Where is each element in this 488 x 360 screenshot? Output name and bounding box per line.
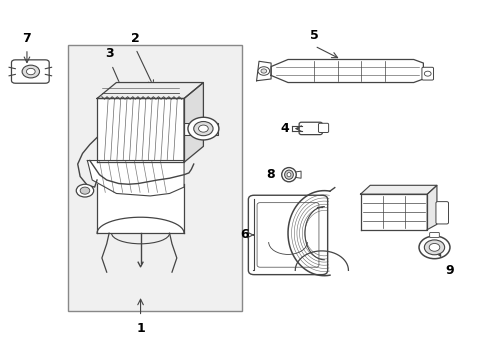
Text: 8: 8 bbox=[266, 168, 274, 181]
Circle shape bbox=[76, 184, 94, 197]
Polygon shape bbox=[360, 185, 436, 194]
Circle shape bbox=[193, 122, 213, 136]
Text: 9: 9 bbox=[445, 264, 453, 277]
Polygon shape bbox=[97, 99, 183, 162]
Circle shape bbox=[26, 68, 35, 75]
Bar bbox=[68, 45, 242, 311]
Polygon shape bbox=[427, 185, 436, 230]
Circle shape bbox=[22, 65, 40, 78]
Circle shape bbox=[428, 243, 439, 251]
Circle shape bbox=[424, 240, 444, 255]
Polygon shape bbox=[270, 59, 423, 82]
FancyBboxPatch shape bbox=[318, 123, 328, 132]
Polygon shape bbox=[183, 82, 203, 162]
Circle shape bbox=[198, 125, 208, 132]
Circle shape bbox=[418, 236, 449, 259]
Circle shape bbox=[258, 67, 269, 75]
Text: 6: 6 bbox=[240, 229, 249, 242]
FancyBboxPatch shape bbox=[299, 122, 322, 135]
Ellipse shape bbox=[281, 168, 296, 182]
FancyBboxPatch shape bbox=[248, 195, 327, 275]
Polygon shape bbox=[97, 180, 183, 233]
Polygon shape bbox=[183, 123, 218, 135]
Polygon shape bbox=[87, 161, 183, 196]
Text: 5: 5 bbox=[309, 29, 318, 42]
Polygon shape bbox=[97, 82, 203, 99]
FancyBboxPatch shape bbox=[435, 202, 447, 224]
Text: 3: 3 bbox=[104, 47, 113, 60]
FancyBboxPatch shape bbox=[11, 60, 49, 83]
Text: 4: 4 bbox=[280, 122, 288, 135]
Circle shape bbox=[424, 71, 430, 76]
Text: 7: 7 bbox=[22, 32, 31, 45]
Circle shape bbox=[80, 187, 90, 194]
Ellipse shape bbox=[286, 172, 290, 177]
Text: 2: 2 bbox=[131, 32, 140, 45]
Text: 1: 1 bbox=[136, 322, 144, 335]
Polygon shape bbox=[360, 194, 427, 230]
Circle shape bbox=[187, 117, 219, 140]
FancyBboxPatch shape bbox=[421, 67, 433, 80]
Circle shape bbox=[261, 69, 266, 73]
FancyBboxPatch shape bbox=[429, 233, 438, 238]
Polygon shape bbox=[256, 61, 270, 81]
Ellipse shape bbox=[284, 170, 293, 179]
